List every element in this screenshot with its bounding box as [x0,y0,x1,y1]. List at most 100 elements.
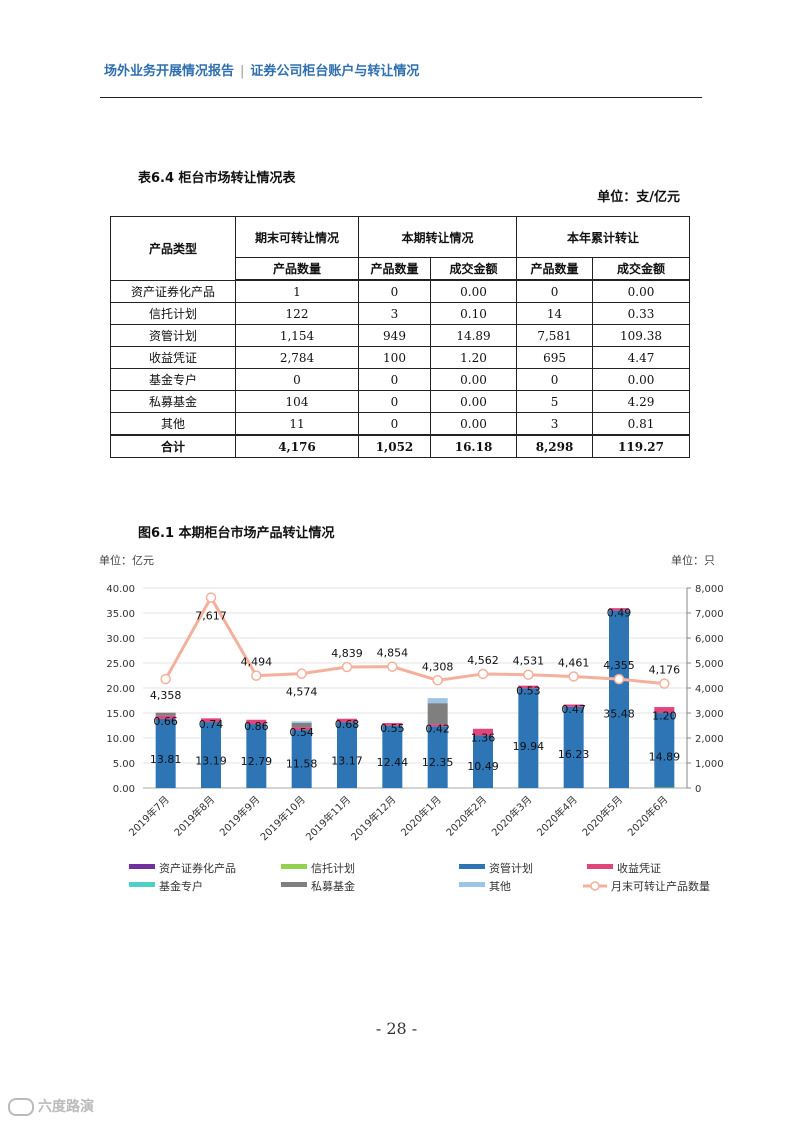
right-tick-label: 6,000 [695,634,724,645]
category-label: 2020年1月 [398,793,444,839]
left-tick-label: 5.00 [113,759,135,770]
bar-value-label: 12.35 [422,756,454,769]
bar-segment [609,610,629,788]
watermark: 六度路演 [8,1096,94,1116]
value-cell: 3 [516,412,594,436]
bar-value-label: 1.36 [471,732,496,745]
bar-segment [246,719,267,725]
right-tick-label: 1,000 [695,759,724,770]
value-cell: 1 [235,279,359,303]
left-tick-label: 10.00 [106,734,135,745]
value-cell: 1,052 [358,434,431,458]
legend-swatch [459,882,485,887]
figure-title: 图6.1 本期柜台市场产品转让情况 [138,526,335,541]
bar-value-label: 11.58 [286,758,318,771]
bar-value-label: 0.53 [516,684,541,697]
category-label: 2019年10月 [257,793,307,843]
value-cell: 0.00 [592,279,691,303]
line-value-label: 4,854 [377,647,409,660]
line-point [432,675,443,686]
value-cell: 0.81 [592,412,691,436]
transfer-table: 产品类型 期末可转让情况 本期转让情况 本年累计转让 产品数量 产品数量 成交金… [110,216,691,458]
value-cell: 0 [358,390,431,413]
product-type-cell: 合计 [110,434,236,458]
category-label: 2020年6月 [625,793,671,839]
table-row: 其他 11 0 0.00 3 0.81 [110,412,691,436]
subheader-count: 产品数量 [516,257,594,281]
bar-segment [518,688,539,788]
value-cell: 7,581 [516,324,594,347]
line-value-label: 4,355 [603,659,635,672]
value-cell: 0 [516,368,594,391]
value-cell: 100 [358,346,431,369]
page-header: 场外业务开展情况报告 | 证券公司柜台账户与转让情况 [104,60,419,79]
line-value-label: 4,494 [241,656,272,669]
line-point [296,668,307,679]
table-row: 私募基金 104 0 0.00 5 4.29 [110,390,691,413]
value-cell: 3 [358,302,431,325]
value-cell: 0.00 [592,368,691,391]
product-type-cell: 资产证券化产品 [110,279,236,303]
bar-segment [654,707,675,714]
bar-value-label: 0.55 [380,722,405,735]
subheader-count: 产品数量 [358,257,431,281]
bar-segment [246,724,267,788]
legend-swatch [129,882,155,887]
value-cell: 11 [235,412,359,436]
header-separator: | [240,64,245,79]
bar-segment [563,704,584,707]
legend-point-swatch [590,881,600,891]
value-cell: 0.00 [429,368,518,391]
legend-swatch [129,864,155,869]
line-point [568,671,579,682]
category-label: 2019年7月 [126,793,172,839]
group-end-transferable: 期末可转让情况 [235,216,359,258]
product-type-cell: 资管计划 [110,324,236,347]
value-cell: 0.33 [592,302,691,325]
line-value-label: 4,461 [558,656,590,669]
value-cell: 949 [358,324,431,347]
category-label: 2019年8月 [171,793,217,839]
bar-value-label: 13.17 [331,754,363,767]
value-cell: 4,176 [235,434,359,458]
line-point [613,673,625,685]
legend-swatch [459,864,485,869]
left-tick-label: 15.00 [106,709,135,720]
transfer-chart: 单位：亿元 单位：只 0.00 5.00 10.00 15.00 20.00 25.00 30.… [99,553,724,893]
category-label: 2020年2月 [443,793,489,839]
subheader-amount: 成交金额 [592,257,691,281]
value-cell: 109.38 [592,324,691,347]
line-point [205,592,217,603]
value-cell: 4.29 [592,390,691,413]
bar-segment [291,722,312,728]
legend-swatch [281,882,307,887]
bar-value-label: 14.89 [649,751,681,764]
table-unit: 单位：支/亿元 [597,190,680,205]
watermark-text: 六度路演 [38,1099,94,1115]
value-cell: 0.00 [429,390,518,413]
col-product-type: 产品类型 [110,216,236,281]
left-tick-label: 40.00 [106,584,135,595]
line-value-label: 4,839 [331,647,363,660]
bar-segment [473,728,493,736]
line-value-label: 4,574 [286,686,318,699]
legend-swatch [281,864,307,869]
value-cell: 0 [358,412,431,436]
bar-value-label: 1.20 [652,710,677,723]
value-cell: 16.18 [429,434,518,458]
bar-segment [337,718,357,723]
bar-value-label: 0.54 [289,726,314,739]
bar-value-label: 19.94 [513,740,545,753]
bar-segment [155,712,176,716]
category-label: 2019年9月 [217,793,263,839]
line-value-label: 4,358 [150,689,182,702]
line-value-label: 4,308 [422,660,454,673]
bar-value-label: 13.19 [195,754,227,767]
right-tick-label: 3,000 [695,709,724,720]
bar-value-label: 12.44 [377,756,409,769]
category-label: 2019年11月 [303,793,353,843]
product-type-cell: 基金专户 [110,368,236,391]
bar-value-label: 35.48 [603,707,635,720]
subheader-count: 产品数量 [235,257,359,281]
line-point [251,670,262,681]
